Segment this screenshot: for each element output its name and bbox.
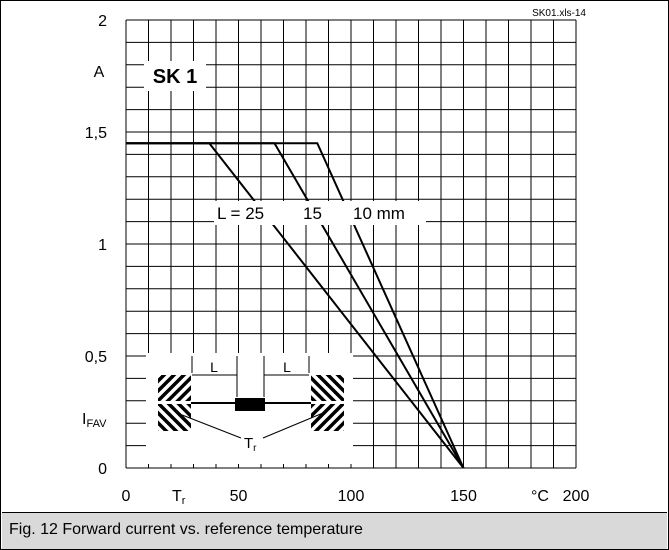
y-axis-tick-labels: 0 0,5 1 1,5 2 bbox=[85, 13, 107, 478]
series-line-10-mm bbox=[126, 142, 465, 469]
y-axis-symbol-main: I bbox=[82, 411, 86, 428]
y-tick-label: 1 bbox=[98, 237, 107, 254]
chart-title-box bbox=[144, 61, 206, 91]
diode-body bbox=[235, 398, 265, 411]
x-tick-label: 150 bbox=[450, 488, 477, 505]
y-axis-symbol: IFAV bbox=[82, 411, 107, 430]
y-tick-label: 2 bbox=[98, 13, 107, 30]
left-heatsink-hatch-top bbox=[158, 375, 191, 401]
series-label-10mm: 10 mm bbox=[353, 204, 405, 223]
x-tick-label: 50 bbox=[230, 488, 248, 505]
x-tick-label: 100 bbox=[338, 488, 365, 505]
tr-pointer-left bbox=[176, 412, 242, 439]
chart-title: SK 1 bbox=[153, 66, 197, 88]
figure-caption: Fig. 12 Forward current vs. reference te… bbox=[2, 512, 667, 549]
x-axis-symbol-main: T bbox=[172, 488, 182, 505]
chart: 0 0,5 1 1,5 2 0 50 100 150 200 A IFAV Tr °C SK01… bbox=[82, 7, 590, 507]
left-heatsink-hatch-bottom bbox=[158, 404, 191, 431]
x-axis-symbol: Tr bbox=[172, 488, 186, 507]
inset-temperature-symbol: T bbox=[244, 435, 253, 452]
source-label-box bbox=[524, 7, 586, 19]
x-axis-unit: °C bbox=[531, 488, 549, 505]
y-tick-label: 0 bbox=[98, 461, 107, 478]
series-label-15: 15 bbox=[303, 204, 322, 223]
series-lines bbox=[126, 142, 465, 469]
y-axis-symbol-subscript: FAV bbox=[86, 418, 107, 430]
x-tick-label: 200 bbox=[563, 488, 590, 505]
tr-pointer-right bbox=[262, 412, 324, 439]
series-label-box bbox=[214, 201, 426, 225]
source-label: SK01.xls-14 bbox=[532, 8, 586, 19]
right-heatsink-hatch-bottom bbox=[311, 404, 344, 431]
mounting-inset: L L Tr bbox=[146, 353, 353, 464]
y-axis-unit: A bbox=[94, 64, 105, 81]
series-label-L25: L = 25 bbox=[217, 204, 264, 223]
x-tick-label: 0 bbox=[122, 488, 131, 505]
dimension-label-left: L bbox=[210, 359, 218, 375]
right-heatsink-hatch-top bbox=[311, 375, 344, 401]
inset-temperature-label: Tr bbox=[244, 435, 257, 454]
series-label-prefix: L = bbox=[217, 204, 241, 223]
x-axis-tick-labels: 0 50 100 150 200 bbox=[122, 488, 590, 505]
inset-temperature-subscript: r bbox=[253, 443, 257, 454]
dimension-label-right: L bbox=[283, 359, 291, 375]
figure-caption-text: Fig. 12 Forward current vs. reference te… bbox=[9, 521, 363, 538]
series-label-25: 25 bbox=[245, 204, 264, 223]
y-tick-label: 1,5 bbox=[85, 125, 107, 142]
y-tick-label: 0,5 bbox=[85, 349, 107, 366]
x-axis-symbol-subscript: r bbox=[182, 495, 186, 507]
